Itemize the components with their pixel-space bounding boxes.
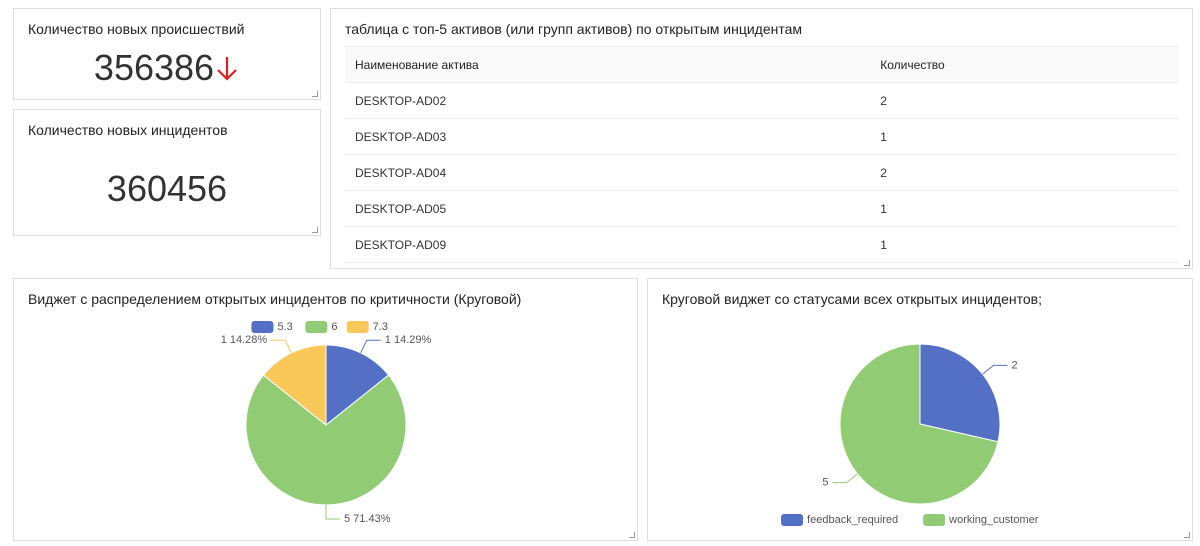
table-cell: DESKTOP-AD09 <box>345 226 871 263</box>
pie-card: Виджет с распределением открытых инциден… <box>13 278 638 541</box>
stat-value: 356386 <box>93 47 215 88</box>
table-row: DESKTOP-AD09 1 <box>345 226 1179 263</box>
label-line <box>325 505 340 520</box>
chart: 1 14.29% 5 71.43% 1 14.28% 5.3 6 7.3 <box>221 321 432 525</box>
legend-label: 6 <box>331 321 337 333</box>
stat-title: Количество новых происшествий <box>28 21 245 37</box>
table-cell: DESKTOP-AD02 <box>345 82 871 119</box>
pie-slice <box>839 343 999 505</box>
pie-slice <box>919 343 1001 443</box>
assets-table: Наименование актива Количество DESKTOP-AD… <box>345 46 1179 263</box>
legend-label: 5.3 <box>277 321 292 333</box>
table-card: таблица с топ-5 активов (или групп актив… <box>330 8 1193 269</box>
chart-title: Круговой виджет со статусами всех открыт… <box>662 291 1042 307</box>
stat-card: Количество новых происшествий 356386 <box>13 8 321 100</box>
slice-label: 2 <box>1011 359 1017 371</box>
pie-slice <box>245 374 407 506</box>
slice-label: 5 71.43% <box>344 513 391 525</box>
chart-title: Виджет с распределением открытых инциден… <box>28 291 522 307</box>
legend-label: working_customer <box>948 514 1039 526</box>
pie-card: Круговой виджет со статусами всех открыт… <box>647 278 1193 541</box>
legend-swatch <box>781 514 804 526</box>
stat-line: 356386 <box>14 47 320 89</box>
legend-swatch <box>305 321 328 333</box>
table-row: DESKTOP-AD04 2 <box>345 154 1179 191</box>
down-arrow-icon <box>217 57 237 81</box>
table-cell: 2 <box>870 154 1179 191</box>
table-cell: 1 <box>870 118 1179 155</box>
table-row: DESKTOP-AD03 1 <box>345 118 1179 155</box>
table-title: таблица с топ-5 активов (или групп актив… <box>345 21 803 37</box>
label-line <box>360 339 381 354</box>
legend-swatch <box>346 321 369 333</box>
chart: 2 5 feedback_required working_customer <box>781 343 1039 526</box>
stat-title: Количество новых инцидентов <box>28 122 228 138</box>
stat-card: Количество новых инцидентов 360456 <box>13 109 321 236</box>
legend-swatch <box>923 514 946 526</box>
label-line <box>271 339 292 354</box>
table-row: DESKTOP-AD02 2 <box>345 82 1179 119</box>
table-cell: 1 <box>870 226 1179 263</box>
label-line <box>982 364 1008 375</box>
table-cell: DESKTOP-AD05 <box>345 190 871 227</box>
stat-value: 360456 <box>106 168 228 209</box>
slice-label: 5 <box>822 477 828 489</box>
slice-label: 1 14.29% <box>385 334 432 346</box>
label-line <box>832 473 858 484</box>
column-header: Количество <box>870 46 1179 83</box>
legend-label: feedback_required <box>807 514 898 526</box>
table-cell: 1 <box>870 190 1179 227</box>
table-cell: 2 <box>870 82 1179 119</box>
table-row: DESKTOP-AD05 1 <box>345 190 1179 227</box>
table-cell: DESKTOP-AD03 <box>345 118 871 155</box>
column-header: Наименование актива <box>345 46 871 83</box>
table-cell: DESKTOP-AD04 <box>345 154 871 191</box>
legend-swatch <box>251 321 274 333</box>
legend-label: 7.3 <box>373 321 388 333</box>
slice-label: 1 14.28% <box>221 334 268 346</box>
